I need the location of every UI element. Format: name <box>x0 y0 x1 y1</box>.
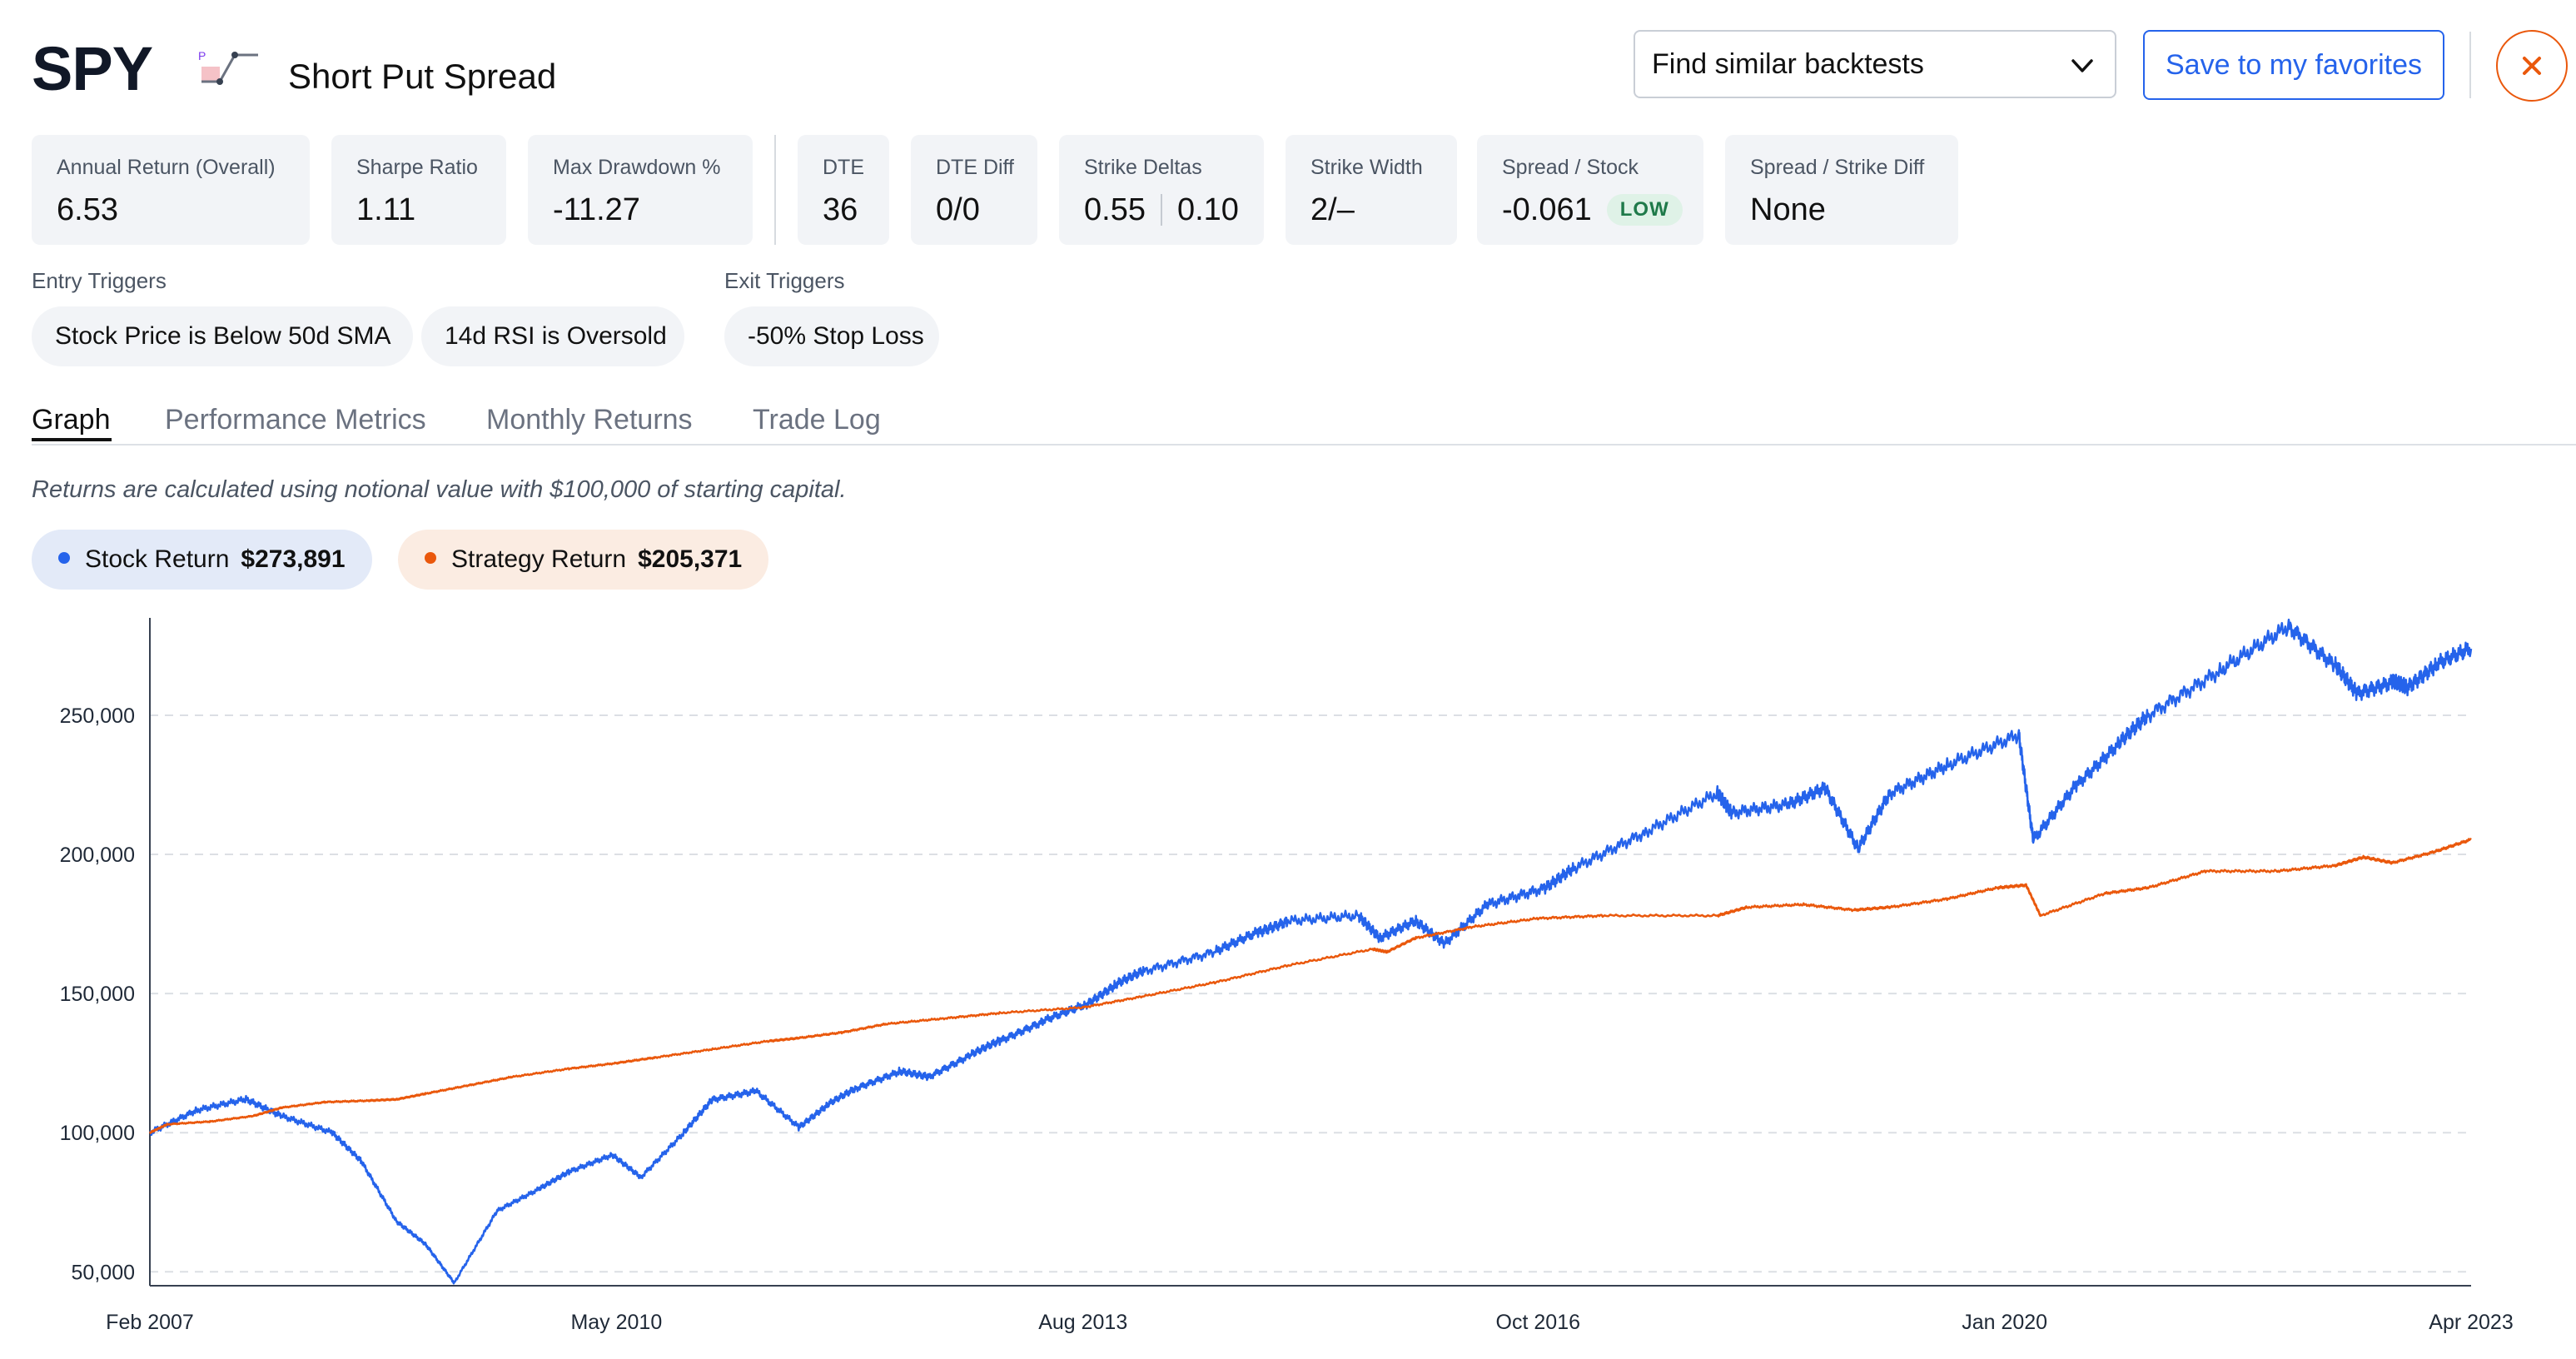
strategy-name: Short Put Spread <box>288 57 557 96</box>
x-tick-label: Aug 2013 <box>1038 1311 1127 1334</box>
legend-strategy-return[interactable]: Strategy Return $205,371 <box>398 530 769 590</box>
legend-stock-return[interactable]: Stock Return $273,891 <box>32 530 372 590</box>
low-badge: LOW <box>1606 194 1683 226</box>
metric-strike-deltas: Strike Deltas 0.55 0.10 <box>1059 135 1264 245</box>
stock-return-line <box>148 618 2473 1285</box>
x-tick-label: Apr 2023 <box>2429 1311 2513 1334</box>
close-icon <box>2523 57 2541 75</box>
spread-stock-value: -0.061 <box>1502 192 1592 227</box>
tab-graph[interactable]: Graph <box>32 404 111 436</box>
tab-trade-log[interactable]: Trade Log <box>753 404 881 436</box>
metric-value: 0.55 0.10 <box>1084 187 1264 233</box>
stock-dot-icon <box>58 552 70 565</box>
metric-spread-stock: Spread / Stock -0.061 LOW <box>1477 135 1703 245</box>
active-tab-indicator <box>32 438 112 441</box>
metric-label: Max Drawdown % <box>553 156 721 179</box>
y-tick-label: 250,000 <box>60 704 135 728</box>
x-tick-label: May 2010 <box>570 1311 662 1334</box>
x-tick-label: Feb 2007 <box>106 1311 194 1334</box>
tab-performance-metrics[interactable]: Performance Metrics <box>165 404 426 436</box>
y-tick-label: 100,000 <box>60 1122 135 1145</box>
ticker-symbol: SPY <box>32 34 153 103</box>
strike-delta-long: 0.10 <box>1176 192 1239 227</box>
metric-label: Spread / Stock <box>1502 156 1639 179</box>
metrics-divider <box>774 135 776 245</box>
metric-label: Strike Width <box>1310 156 1423 179</box>
metric-strike-width: Strike Width 2/– <box>1286 135 1457 245</box>
exit-triggers-title: Exit Triggers <box>724 268 845 293</box>
header-divider <box>2469 32 2471 98</box>
legend-strategy-value: $205,371 <box>638 545 743 573</box>
metric-value: None <box>1750 192 1826 227</box>
metric-label: DTE Diff <box>936 156 1014 179</box>
put-spread-icon: P <box>193 43 263 93</box>
metric-max-drawdown: Max Drawdown % -11.27 <box>528 135 753 245</box>
legend-strategy-label: Strategy Return <box>451 545 627 573</box>
metric-value: -0.061 LOW <box>1502 187 1703 233</box>
strategy-return-line <box>148 838 2472 1134</box>
close-button[interactable] <box>2496 30 2568 102</box>
metric-value: 36 <box>823 192 858 227</box>
metric-value: 2/– <box>1310 192 1355 227</box>
svg-text:P: P <box>198 49 206 62</box>
x-tick-label: Oct 2016 <box>1496 1311 1580 1334</box>
save-favorites-button[interactable]: Save to my favorites <box>2143 30 2444 100</box>
entry-triggers-title: Entry Triggers <box>32 268 167 293</box>
strategy-dot-icon <box>425 552 436 565</box>
metric-spread-strike-diff: Spread / Strike Diff None <box>1725 135 1958 245</box>
legend-stock-label: Stock Return <box>85 545 230 573</box>
metric-label: Spread / Strike Diff <box>1750 156 1925 179</box>
metric-value: 0/0 <box>936 192 980 227</box>
metric-value: 6.53 <box>57 192 118 227</box>
x-tick-label: Jan 2020 <box>1962 1311 2047 1334</box>
entry-trigger-chip[interactable]: Stock Price is Below 50d SMA <box>32 306 413 366</box>
tab-monthly-returns[interactable]: Monthly Returns <box>486 404 693 436</box>
value-separator <box>1160 194 1162 226</box>
metric-dte: DTE 36 <box>798 135 889 245</box>
tabs-baseline <box>32 444 2576 446</box>
returns-line-chart[interactable]: 50,000 100,000 150,000 200,000 250,000 Feb 20… <box>0 608 2576 1359</box>
metric-sharpe-ratio: Sharpe Ratio 1.11 <box>331 135 506 245</box>
metric-value: -11.27 <box>553 192 640 227</box>
metric-dte-diff: DTE Diff 0/0 <box>911 135 1037 245</box>
y-tick-label: 200,000 <box>60 844 135 867</box>
entry-trigger-chip[interactable]: 14d RSI is Oversold <box>421 306 684 366</box>
metric-label: Sharpe Ratio <box>356 156 478 179</box>
metric-annual-return: Annual Return (Overall) 6.53 <box>32 135 310 245</box>
y-tick-label: 50,000 <box>72 1261 135 1284</box>
strike-delta-short: 0.55 <box>1084 192 1146 227</box>
find-similar-label: Find similar backtests <box>1652 48 1924 80</box>
y-tick-label: 150,000 <box>60 983 135 1006</box>
find-similar-select[interactable]: Find similar backtests <box>1634 30 2116 98</box>
metric-label: DTE <box>823 156 864 179</box>
returns-note: Returns are calculated using notional va… <box>32 476 847 503</box>
metric-label: Annual Return (Overall) <box>57 156 276 179</box>
metric-label: Strike Deltas <box>1084 156 1202 179</box>
metric-value: 1.11 <box>356 192 416 227</box>
chevron-down-icon <box>2068 52 2096 80</box>
exit-trigger-chip[interactable]: -50% Stop Loss <box>724 306 939 366</box>
legend-stock-value: $273,891 <box>241 545 346 573</box>
